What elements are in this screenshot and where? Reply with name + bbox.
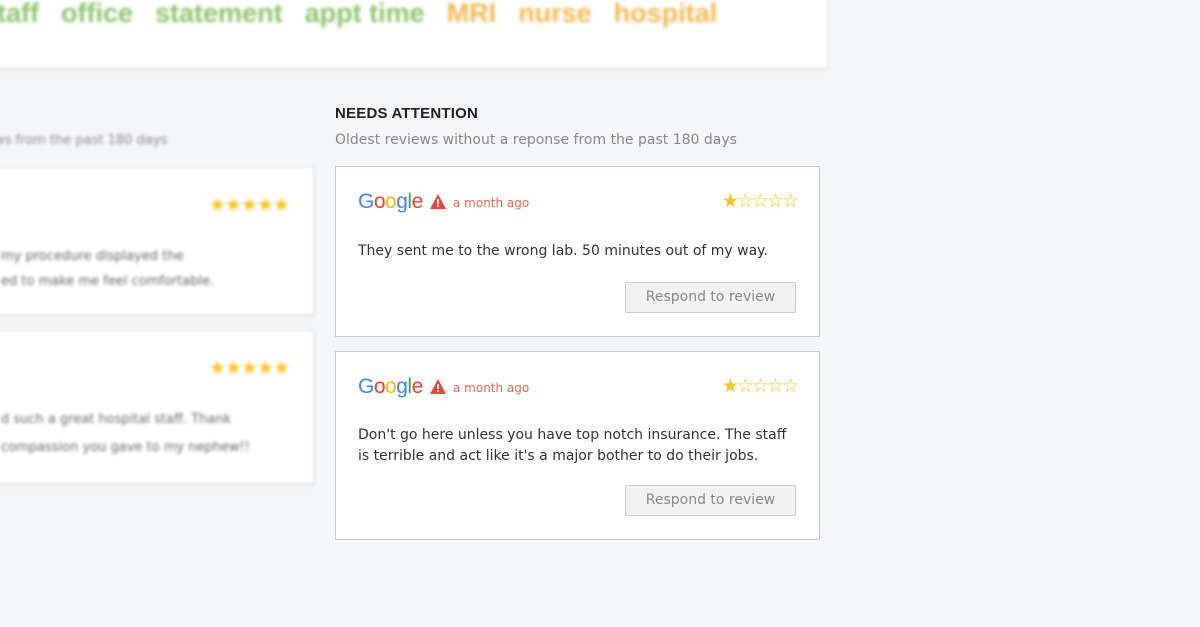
keyword[interactable]: MRI: [446, 0, 497, 28]
star-rating: ★☆☆☆☆: [721, 375, 799, 397]
respond-to-review-button[interactable]: Respond to review: [625, 485, 796, 516]
left-subtitle: ws from the past 180 days: [0, 133, 168, 148]
keyword[interactable]: hospital: [613, 0, 718, 28]
star-rating: ★☆☆☆☆: [721, 190, 799, 212]
keyword[interactable]: statement: [155, 0, 283, 28]
warning-icon: [430, 194, 446, 209]
keyword-cloud: staff office statement appt time MRI nurse hos…: [0, 0, 739, 29]
review-card: ★★★★★ my procedure displayed the ed to ma…: [0, 167, 314, 315]
keyword[interactable]: staff: [0, 0, 40, 28]
keyword[interactable]: nurse: [518, 0, 592, 28]
star-rating: ★★★★★: [208, 194, 290, 216]
section-title: NEEDS ATTENTION: [335, 105, 479, 122]
review-card: Google a month ago ★☆☆☆☆ Don't go here u…: [335, 351, 820, 540]
star-rating: ★★★★★: [208, 357, 290, 379]
keyword[interactable]: office: [61, 0, 134, 28]
warning-icon: [430, 379, 446, 394]
google-logo: Google: [358, 375, 423, 398]
keyword[interactable]: appt time: [304, 0, 425, 28]
review-card: ★★★★★ d such a great hospital staff. Tha…: [0, 330, 314, 484]
section-subtitle: Oldest reviews without a reponse from th…: [335, 132, 737, 148]
keywords-card: staff office statement appt time MRI nurse hos…: [0, 0, 827, 68]
review-text: d such a great hospital staff. Thank comp…: [1, 412, 250, 455]
google-logo: Google: [358, 190, 423, 213]
review-text: my procedure displayed the ed to make me …: [1, 249, 215, 289]
review-time: a month ago: [453, 381, 530, 395]
review-time: a month ago: [453, 196, 530, 210]
respond-to-review-button[interactable]: Respond to review: [625, 282, 796, 313]
review-card: Google a month ago ★☆☆☆☆ They sent me to…: [335, 166, 820, 337]
review-text: Don't go here unless you have top notch …: [358, 427, 787, 464]
review-text: They sent me to the wrong lab. 50 minute…: [358, 243, 768, 259]
